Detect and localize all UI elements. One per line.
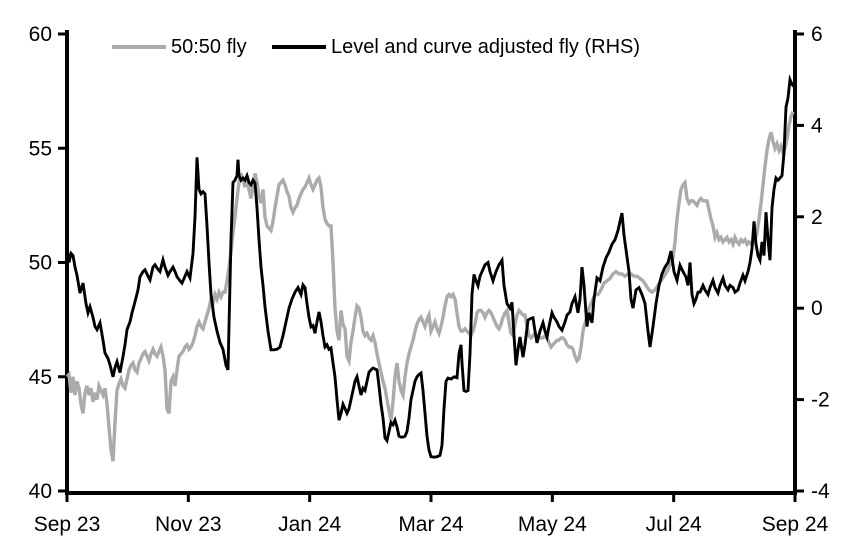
series-50-50-fly — [65, 111, 795, 462]
right-axis-tick-label: 6 — [811, 23, 823, 46]
x-axis-tick-label: May 24 — [518, 513, 587, 536]
left-axis-tick-label: 40 — [29, 480, 52, 503]
left-axis-tick-label: 60 — [29, 23, 52, 46]
right-axis-tick-label: 2 — [811, 206, 823, 229]
left-axis-tick-label: 55 — [29, 137, 52, 160]
x-axis-tick-label: Mar 24 — [398, 513, 464, 536]
x-axis-tick-label: Nov 23 — [155, 513, 222, 536]
x-axis-tick-label: Sep 23 — [34, 513, 101, 536]
right-axis-tick-label: -4 — [811, 480, 830, 503]
series-level-curve-adjusted-fly — [65, 74, 796, 459]
x-axis-tick-label: Jan 24 — [278, 513, 341, 536]
right-axis-tick-label: -2 — [811, 389, 830, 412]
left-axis-tick-label: 45 — [29, 366, 52, 389]
right-axis-tick-label: 0 — [811, 297, 823, 320]
left-axis-tick-label: 50 — [29, 252, 52, 275]
right-axis-tick-label: 4 — [811, 114, 823, 137]
x-axis-tick-label: Sep 24 — [762, 513, 829, 536]
x-axis-tick-label: Jul 24 — [646, 513, 702, 536]
